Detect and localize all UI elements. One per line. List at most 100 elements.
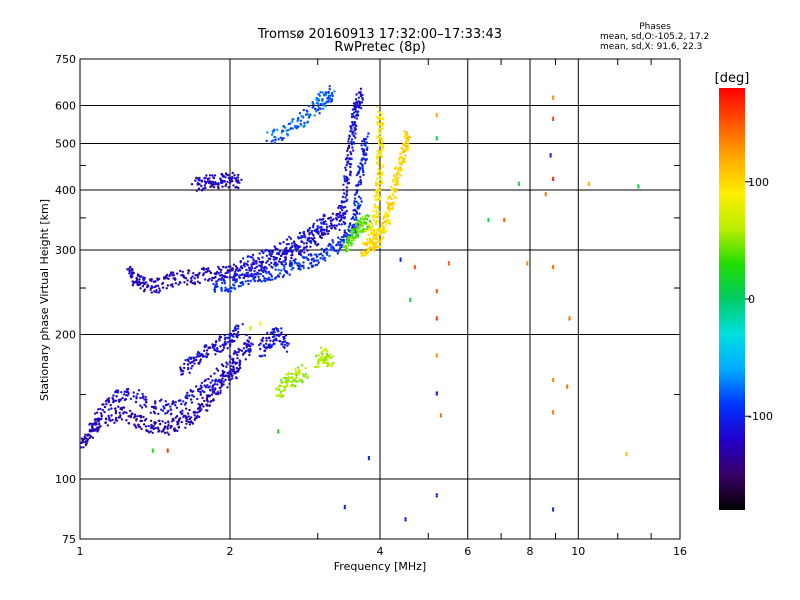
echo-point xyxy=(321,91,324,94)
echo-point xyxy=(195,385,198,388)
echo-point xyxy=(152,427,155,431)
echo-point xyxy=(345,156,349,160)
echo-point xyxy=(232,352,236,355)
echo-point xyxy=(186,363,190,366)
echo-point xyxy=(327,90,330,94)
echo-point xyxy=(340,216,343,219)
echo-point xyxy=(251,267,254,270)
echo-point xyxy=(90,430,93,433)
echo-point xyxy=(328,353,332,356)
echo-point xyxy=(200,179,204,182)
echo-point xyxy=(435,318,438,321)
echo-point xyxy=(375,209,378,212)
echo-point xyxy=(128,409,132,413)
echo-point xyxy=(112,394,115,397)
echo-point xyxy=(180,420,183,424)
echo-point xyxy=(355,191,359,194)
echo-point xyxy=(223,282,227,285)
echo-point xyxy=(201,187,205,190)
echo-point xyxy=(247,282,250,286)
echo-point xyxy=(272,327,276,331)
echo-point xyxy=(362,137,366,141)
echo-point xyxy=(202,268,206,271)
echo-point xyxy=(240,349,244,352)
x-tick-label: 4 xyxy=(377,545,384,558)
echo-point xyxy=(263,354,267,357)
echo-point xyxy=(321,99,324,103)
echo-point xyxy=(138,274,141,278)
echo-point xyxy=(189,357,193,361)
echo-point xyxy=(333,226,337,230)
echo-point xyxy=(299,119,303,123)
echo-point xyxy=(200,267,204,271)
echo-point xyxy=(342,234,346,237)
echo-point xyxy=(551,377,555,381)
echo-point xyxy=(285,238,289,241)
echo-point xyxy=(170,425,173,428)
echo-point xyxy=(225,365,228,368)
echo-point xyxy=(566,384,569,387)
echo-point xyxy=(204,386,208,389)
phase-stats-x: mean, sd,X: 91.6, 22.3 xyxy=(600,42,710,52)
echo-point xyxy=(164,400,167,403)
echo-point xyxy=(198,407,201,410)
echo-point xyxy=(347,160,350,163)
echo-point xyxy=(368,240,371,243)
echo-point xyxy=(544,194,547,197)
echo-point xyxy=(353,223,356,226)
echo-point xyxy=(229,286,233,289)
echo-point xyxy=(352,141,355,144)
echo-point xyxy=(247,255,250,258)
echo-point xyxy=(231,361,235,364)
echo-point xyxy=(367,455,371,459)
echo-point xyxy=(154,402,157,405)
echo-point xyxy=(207,267,210,270)
echo-point xyxy=(346,149,349,153)
echo-point xyxy=(517,181,521,184)
echo-point xyxy=(377,139,381,143)
echo-point xyxy=(350,127,353,131)
echo-point xyxy=(97,408,100,411)
echo-point xyxy=(404,147,407,151)
echo-point xyxy=(125,419,128,422)
echo-point xyxy=(107,397,111,400)
echo-point xyxy=(324,347,328,351)
echo-point xyxy=(127,415,130,418)
echo-point xyxy=(347,239,351,243)
echo-point xyxy=(275,334,278,337)
echo-point xyxy=(356,111,359,114)
echo-point xyxy=(387,202,390,205)
echo-point xyxy=(384,213,388,216)
echo-point xyxy=(233,174,236,177)
echo-point xyxy=(271,266,274,269)
echo-point xyxy=(339,243,342,246)
echo-point xyxy=(327,100,330,103)
echo-point xyxy=(439,415,443,418)
echo-point xyxy=(279,136,282,139)
echo-point xyxy=(233,372,237,375)
echo-point xyxy=(322,107,325,111)
echo-point xyxy=(370,231,373,234)
echo-point xyxy=(105,402,108,406)
echo-point xyxy=(198,179,201,182)
echo-point xyxy=(211,174,214,177)
echo-point xyxy=(435,112,438,116)
echo-point xyxy=(329,216,332,219)
echo-point xyxy=(354,98,358,101)
echo-point xyxy=(155,284,158,288)
echo-point xyxy=(343,175,346,178)
echo-point xyxy=(351,224,354,227)
echo-point xyxy=(404,134,407,138)
echo-point xyxy=(381,226,385,229)
echo-point xyxy=(273,263,276,266)
echo-point xyxy=(174,282,177,285)
echo-point xyxy=(341,208,344,212)
echo-point xyxy=(129,265,132,269)
phase-x-label: mean, sd,X: xyxy=(600,42,654,52)
echo-point xyxy=(372,228,376,232)
echo-point xyxy=(220,276,224,279)
echo-point xyxy=(193,277,196,280)
echo-point xyxy=(385,201,389,204)
echo-point xyxy=(320,228,323,231)
